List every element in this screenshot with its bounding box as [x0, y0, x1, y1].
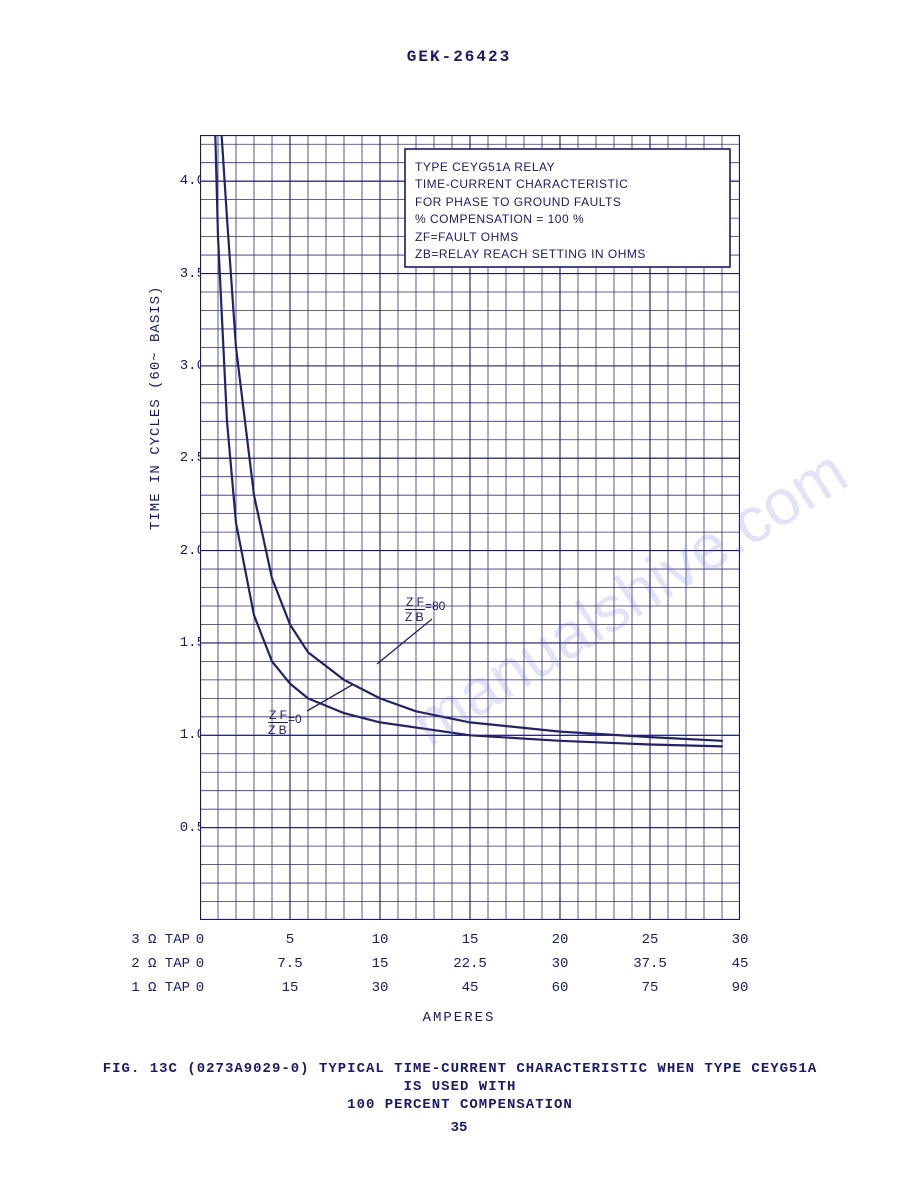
- tap-value: 10: [360, 932, 400, 948]
- tap-value: 30: [360, 980, 400, 996]
- tap-row: 2 Ω TAP0 7.5 15 22.5 30 37.5 45: [110, 956, 810, 980]
- tap-value: 37.5: [630, 956, 670, 972]
- tap-value: 0: [180, 956, 220, 972]
- caption-line1: FIG. 13C (0273A9029-0) TYPICAL TIME-CURR…: [103, 1061, 818, 1095]
- caption-line2: 100 PERCENT COMPENSATION: [347, 1097, 573, 1113]
- y-tick-label: 1.5: [165, 635, 205, 651]
- chart-legend: TYPE CEYG51A RELAY TIME-CURRENT CHARACTE…: [415, 159, 646, 263]
- tap-value: 20: [540, 932, 580, 948]
- doc-header: GEK-26423: [0, 48, 918, 66]
- tap-value: 5: [270, 932, 310, 948]
- chart-area: TYPE CEYG51A RELAY TIME-CURRENT CHARACTE…: [200, 135, 740, 920]
- y-tick-label: 0.5: [165, 820, 205, 836]
- tap-row-label: 3 Ω TAP: [110, 932, 190, 948]
- tap-value: 90: [720, 980, 760, 996]
- y-tick-label: 1.0: [165, 727, 205, 743]
- figure-caption: FIG. 13C (0273A9029-0) TYPICAL TIME-CURR…: [90, 1060, 830, 1115]
- y-tick-labels: 0.5 1.0 1.5 2.0 2.5 3.0 3.5 4.0: [165, 135, 205, 920]
- tap-value: 15: [270, 980, 310, 996]
- y-tick-label: 2.0: [165, 543, 205, 559]
- tap-value: 0: [180, 932, 220, 948]
- tap-row: 1 Ω TAP0 15 30 45 60 75 90: [110, 980, 810, 1004]
- tap-value: 30: [720, 932, 760, 948]
- tap-value: 0: [180, 980, 220, 996]
- x-axis-tap-scales: 3 Ω TAP0510152025302 Ω TAP07.51522.53037…: [110, 932, 810, 1004]
- tap-value: 15: [360, 956, 400, 972]
- tap-value: 45: [450, 980, 490, 996]
- y-tick-label: 2.5: [165, 450, 205, 466]
- y-tick-label: 4.0: [165, 173, 205, 189]
- page-number: 35: [0, 1120, 918, 1136]
- tap-value: 60: [540, 980, 580, 996]
- tap-value: 25: [630, 932, 670, 948]
- tap-value: 15: [450, 932, 490, 948]
- tap-value: 22.5: [450, 956, 490, 972]
- tap-value: 30: [540, 956, 580, 972]
- tap-row-label: 1 Ω TAP: [110, 980, 190, 996]
- tap-row-label: 2 Ω TAP: [110, 956, 190, 972]
- tap-value: 75: [630, 980, 670, 996]
- y-axis-label: TIME IN CYCLES (60~ BASIS): [148, 286, 164, 530]
- tap-row: 3 Ω TAP0 5 10 15 20 25 30: [110, 932, 810, 956]
- curve-anno-zf-zb-80: Z F=80Z B: [405, 597, 445, 623]
- curve-anno-zf-zb-0: Z F=0Z B: [268, 710, 302, 736]
- tap-value: 7.5: [270, 956, 310, 972]
- y-tick-label: 3.5: [165, 266, 205, 282]
- tap-value: 45: [720, 956, 760, 972]
- x-axis-label: AMPERES: [0, 1010, 918, 1026]
- y-tick-label: 3.0: [165, 358, 205, 374]
